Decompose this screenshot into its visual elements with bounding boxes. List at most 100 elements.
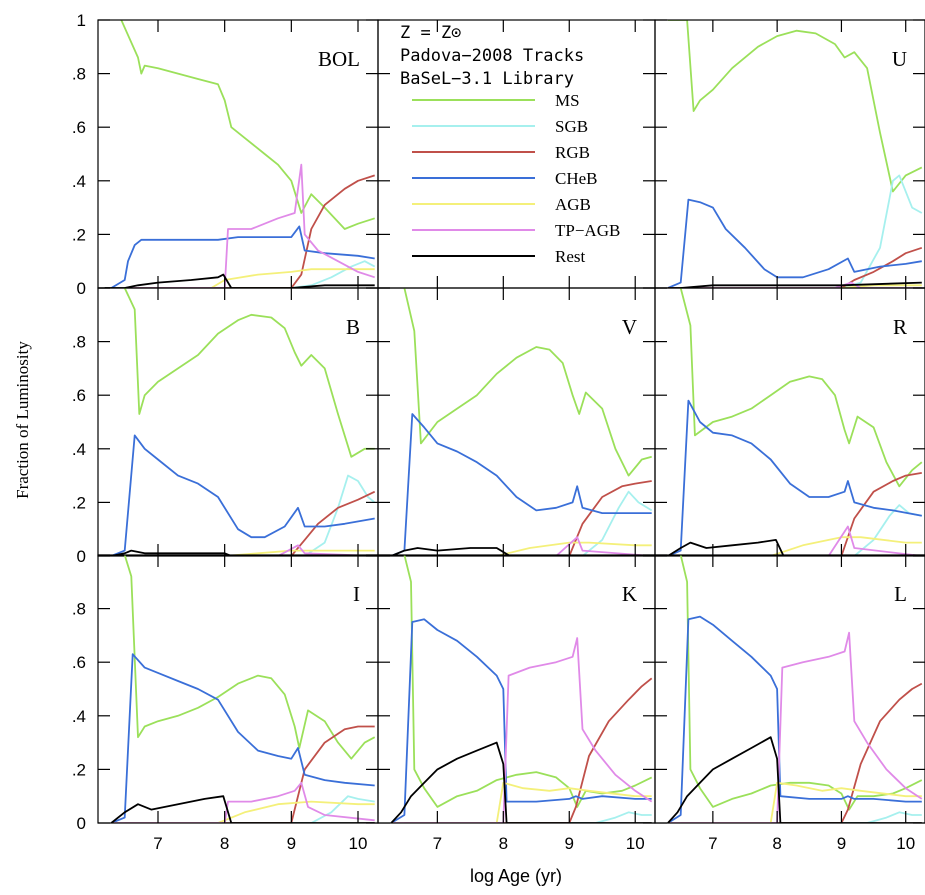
series-group — [390, 555, 653, 823]
panel-band-label: L — [894, 582, 907, 606]
series-group — [667, 288, 923, 556]
y-tick-label: .6 — [72, 653, 86, 672]
y-tick-label: 0 — [77, 814, 86, 833]
series-line-ms — [123, 288, 375, 458]
series-line-rgb — [404, 480, 652, 556]
series-line-rgb — [124, 490, 376, 556]
y-tick-label: .8 — [72, 600, 86, 619]
y-tick-label: 0 — [77, 547, 86, 566]
x-tick-label: 7 — [708, 834, 717, 853]
panel-i: 0 .2 .4 .6 .8 7 8 9 10 I — [72, 554, 379, 853]
series-line-sgb — [680, 504, 922, 556]
series-line-cheb — [110, 434, 375, 556]
series-line-cheb — [110, 225, 375, 288]
legend-label: TP−AGB — [555, 221, 620, 240]
y-tick-label: .8 — [72, 333, 86, 352]
x-tick-label: 8 — [220, 834, 229, 853]
panel-band-label: B — [346, 315, 360, 339]
y-tick-label: .8 — [72, 65, 86, 84]
y-tick-label: .2 — [72, 225, 86, 244]
panel-frame — [97, 287, 379, 557]
series-group — [667, 20, 923, 288]
series-group — [667, 555, 923, 823]
y-tick-label: .2 — [72, 493, 86, 512]
series-line-cheb — [390, 413, 652, 556]
series-line-agb — [124, 268, 375, 288]
x-tick-label: 9 — [565, 834, 574, 853]
series-line-rest — [104, 273, 375, 288]
legend-header-line: Padova−2008 Tracks — [400, 46, 584, 66]
series-line-rest — [110, 795, 375, 823]
legend-header-line: BaSeL−3.1 Library — [400, 69, 574, 89]
series-line-sgb — [667, 174, 923, 288]
series-line-rest — [667, 736, 922, 823]
legend: Z = Z⊙ Padova−2008 Tracks BaSeL−3.1 Librar… — [400, 23, 620, 266]
series-line-sgb — [124, 474, 376, 556]
series-line-agb — [667, 781, 922, 823]
series-line-ms — [123, 555, 376, 760]
panel-band-label: BOL — [318, 47, 360, 71]
x-tick-label: 10 — [349, 834, 368, 853]
y-tick-label: .4 — [72, 172, 86, 191]
series-line-sgb — [404, 811, 652, 823]
panel-band-label: R — [893, 315, 907, 339]
series-group — [390, 288, 653, 556]
series-line-ms — [120, 20, 375, 230]
panel-l: 7 8 9 10 L — [654, 554, 925, 853]
panel-frame — [97, 554, 379, 824]
series-line-rest — [390, 741, 652, 823]
y-tick-label: .4 — [72, 440, 86, 459]
y-tick-label: 1 — [77, 11, 86, 30]
series-line-rgb — [404, 677, 653, 823]
series-group — [104, 20, 376, 288]
panel-band-label: K — [622, 582, 637, 606]
legend-label: Rest — [555, 247, 586, 266]
x-tick-label: 9 — [287, 834, 296, 853]
panel-frame — [654, 554, 925, 824]
panel-u: U — [654, 19, 925, 289]
x-tick-label: 8 — [772, 834, 781, 853]
legend-label: RGB — [555, 143, 590, 162]
series-group — [110, 555, 376, 823]
y-tick-label: .2 — [72, 760, 86, 779]
series-line-agb — [111, 549, 375, 556]
series-line-tp-agb — [667, 631, 923, 823]
panel-frame — [654, 287, 925, 557]
panel-v: V — [377, 287, 656, 557]
legend-label: CHeB — [555, 169, 598, 188]
series-line-sgb — [680, 811, 922, 823]
y-tick-label: .6 — [72, 118, 86, 137]
series-line-agb — [667, 536, 922, 556]
series-line-cheb — [390, 618, 652, 823]
panel-k: 7 8 9 10 K — [377, 554, 656, 853]
series-line-rgb — [680, 682, 923, 823]
panel-band-label: V — [622, 315, 637, 339]
series-line-cheb — [667, 198, 922, 288]
series-line-tp-agb — [667, 281, 922, 288]
series-line-sgb — [404, 490, 653, 556]
panels-layer: 0 .2 .4 .6 .8 1 BOL U 0 .2 .4 .6 .8 B V R 0 .2 .4 .6 .8 7 8 9 10… — [72, 11, 925, 853]
series-group — [110, 288, 376, 556]
legend-label: SGB — [555, 117, 588, 136]
panel-r: R — [654, 287, 925, 557]
series-line-tp-agb — [667, 525, 922, 556]
series-line-rgb — [667, 246, 923, 288]
series-line-cheb — [667, 399, 922, 556]
legend-header-line: Z = Z⊙ — [400, 23, 461, 43]
x-axis-label: log Age (yr) — [470, 866, 562, 886]
y-tick-label: .4 — [72, 707, 86, 726]
x-tick-label: 7 — [433, 834, 442, 853]
series-line-tp-agb — [391, 536, 652, 556]
legend-label: AGB — [555, 195, 591, 214]
series-line-rgb — [124, 725, 375, 823]
panel-band-label: U — [892, 47, 907, 71]
series-line-tp-agb — [391, 637, 653, 823]
x-tick-label: 10 — [626, 834, 645, 853]
series-line-tp-agb — [111, 781, 375, 823]
series-line-ms — [403, 555, 653, 808]
x-tick-label: 9 — [837, 834, 846, 853]
series-line-sgb — [124, 795, 375, 823]
series-line-tp-agb — [124, 163, 375, 288]
x-tick-label: 10 — [896, 834, 915, 853]
panel-band-label: I — [353, 582, 360, 606]
